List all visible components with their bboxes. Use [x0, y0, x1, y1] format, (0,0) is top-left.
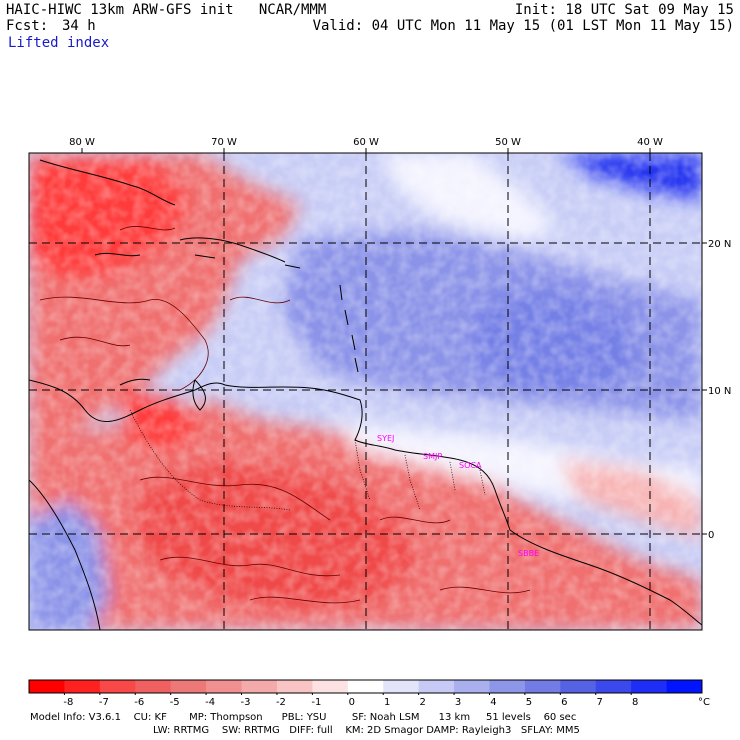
contour-line	[59, 336, 131, 347]
colorbar-swatch	[383, 680, 420, 693]
colorbar-swatch	[206, 680, 243, 693]
colorbar-swatch	[312, 680, 349, 693]
lesser-antilles	[339, 284, 359, 373]
colorbar-tick-label: -4	[205, 697, 215, 708]
lon-label-60w: 60 W	[353, 137, 379, 148]
colorbar-swatch	[524, 680, 561, 693]
colorbar-tick-label: -7	[99, 697, 109, 708]
graticule	[29, 153, 702, 630]
lon-label-70w: 70 W	[211, 137, 237, 148]
colorbar-swatch	[595, 680, 632, 693]
station-syej: SYEJ	[377, 434, 394, 443]
contour-line	[229, 296, 291, 304]
colorbar-tick-label: 3	[455, 697, 461, 708]
country-borders	[129, 409, 486, 511]
colorbar-swatch	[454, 680, 490, 693]
colorbar-tick-label: -8	[63, 697, 73, 708]
colorbar-frame	[28, 679, 703, 694]
border	[129, 409, 291, 511]
colorbar-swatch	[666, 680, 703, 693]
colorbar-swatch	[170, 680, 207, 693]
border	[404, 454, 421, 511]
colorbar-swatch	[29, 680, 65, 693]
contour-line	[139, 476, 331, 521]
hispaniola-coast	[179, 237, 286, 263]
colorbar-swatch	[241, 680, 278, 693]
latitude-axis: 20 N 10 N 0	[702, 239, 731, 541]
colorbar-swatch	[631, 680, 668, 693]
colorbar-tick-label: 8	[632, 697, 638, 708]
colorbar-swatch	[99, 680, 136, 693]
longitude-axis: 80 W 70 W 60 W 50 W 40 W	[69, 137, 663, 153]
colorbar-tick-label: 4	[490, 697, 496, 708]
contour-line	[119, 226, 176, 231]
colorbar-swatch	[489, 680, 526, 693]
contour-line	[379, 516, 451, 524]
colorbar-tick-label: 6	[561, 697, 567, 708]
contour-line	[159, 556, 341, 577]
station-soca: SOCA	[459, 461, 482, 470]
colorbar: -8 -7 -6 -5 -4 -3 -2 -1 0 1 2 3 4 5 6 7 8 °C	[28, 679, 710, 708]
lon-label-50w: 50 W	[495, 137, 521, 148]
model-info-line-1: Model Info: V3.6.1 CU: KF MP: Thompson P…	[30, 712, 577, 723]
field-name: Lifted index	[8, 35, 110, 51]
forecast-hour: 34 h	[62, 18, 96, 34]
forecast-label: Fcst:	[6, 18, 49, 34]
colorbar-tick-label: -6	[134, 697, 144, 708]
contour-lines	[39, 226, 531, 604]
colorbar-tick-label: -1	[311, 697, 321, 708]
contour-line	[439, 586, 531, 594]
lon-label-40w: 40 W	[637, 137, 663, 148]
colorbar-swatch	[64, 680, 101, 693]
colorbar-swatch	[347, 680, 384, 693]
lat-label-20n: 20 N	[708, 239, 731, 250]
init-time: Init: 18 UTC Sat 09 May 15	[514, 2, 734, 18]
cuba-coast	[39, 159, 176, 206]
border	[479, 469, 486, 496]
contour-line	[249, 596, 361, 604]
valid-time: Valid: 04 UTC Mon 11 May 15 (01 LST Mon …	[312, 18, 734, 34]
contour-line	[39, 296, 209, 391]
station-smjp: SMJP	[423, 452, 442, 461]
colorbar-swatch	[560, 680, 597, 693]
model-info-line-2: LW: RRTMG SW: RRTMG DIFF: full KM: 2D Sm…	[153, 725, 580, 736]
lon-label-80w: 80 W	[69, 137, 95, 148]
colorbar-tick-label: 5	[526, 697, 532, 708]
colorbar-tick-label: -5	[170, 697, 180, 708]
colorbar-tick-label: -3	[241, 697, 251, 708]
colorbar-unit: °C	[698, 697, 710, 708]
colorbar-tick-label: 0	[349, 697, 355, 708]
colorbar-tick-label: 2	[419, 697, 425, 708]
colorbar-swatch	[418, 680, 455, 693]
colorbar-tick-label: 7	[597, 697, 603, 708]
station-markers: SYEJ SMJP SOCA SBBE	[377, 434, 539, 558]
model-title: HAIC-HIWC 13km ARW-GFS init NCAR/MMM	[6, 2, 327, 18]
lat-label-10n: 10 N	[708, 386, 731, 397]
station-sbbe: SBBE	[518, 549, 539, 558]
puerto-rico-coast	[284, 264, 301, 269]
pacific-coast	[29, 479, 101, 630]
colorbar-swatch	[276, 680, 313, 693]
jamaica-coast	[94, 252, 141, 257]
panama-coast	[119, 378, 151, 386]
hispaniola-coast-south	[194, 254, 216, 259]
lat-label-0: 0	[708, 530, 714, 541]
colorbar-tick-label: -2	[276, 697, 286, 708]
border	[354, 439, 371, 501]
colorbar-tick-label: 1	[384, 697, 390, 708]
colorbar-swatch	[135, 680, 172, 693]
maracaibo-coast	[192, 379, 206, 411]
